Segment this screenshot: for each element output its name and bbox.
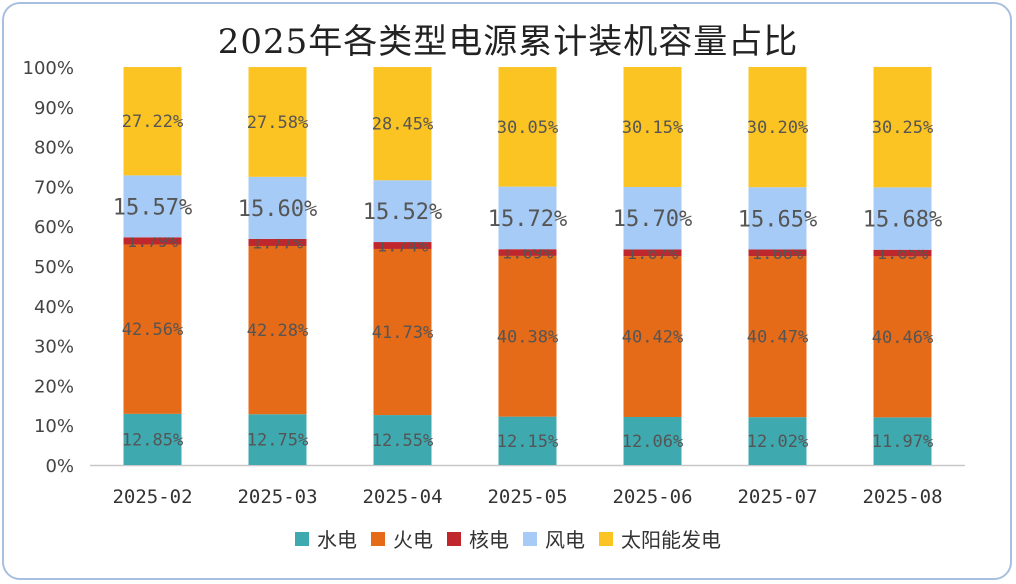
legend-swatch [371,531,385,546]
y-tick-label: 50% [34,257,74,278]
legend-item: 水电 [295,524,357,553]
data-label: 15.57% [113,195,192,220]
data-label: 15.70% [613,207,692,232]
bar-segment [248,245,307,415]
legend-label: 水电 [317,528,357,552]
data-label: 15.68% [863,208,942,233]
bar-segment [373,415,432,465]
x-tick-label: 2025-05 [487,486,567,508]
legend-item: 太阳能发电 [599,524,721,553]
bar-segment [623,186,682,250]
bar-segment [248,414,307,465]
bar-segment [248,238,307,246]
data-label: 40.38% [497,327,558,347]
bar-segment [748,256,807,418]
legend-item: 核电 [447,524,509,553]
bar-segment [623,256,682,418]
bar-segment [498,416,557,465]
bar-segment [123,175,182,238]
data-label: 42.28% [247,321,308,341]
bar-segment [498,67,557,187]
bar-segment [373,180,432,243]
bar-segment [748,67,807,188]
bar-segment [623,249,682,257]
data-label: 42.56% [122,320,183,340]
bar-segment [748,187,807,250]
y-tick-label: 90% [34,98,74,119]
bar-segment [498,186,557,250]
legend-label: 太阳能发电 [621,528,721,552]
y-tick-label: 80% [34,138,74,159]
x-tick-label: 2025-06 [612,486,692,508]
y-tick-label: 40% [34,297,74,318]
legend-label: 火电 [393,528,433,552]
data-label: 15.65% [738,207,817,232]
y-tick-label: 60% [34,217,74,238]
data-label: 28.45% [372,115,433,135]
data-label: 15.52% [363,200,442,225]
y-tick-label: 20% [34,376,74,397]
legend-item: 风电 [523,524,585,553]
data-label: 12.55% [372,431,433,451]
data-label: 30.25% [872,118,933,138]
y-tick-label: 70% [34,177,74,198]
bar-segment [873,256,932,418]
bar-segment [123,67,182,176]
bar-segment [248,176,307,239]
legend-swatch [295,531,309,546]
x-tick-label: 2025-04 [362,486,442,508]
x-tick-label: 2025-08 [862,486,942,508]
bar-segment [498,255,557,417]
legend-label: 风电 [545,528,585,552]
data-label: 40.47% [747,328,808,348]
data-label: 30.05% [497,118,558,138]
bar-segment [873,249,932,257]
bar-segment [748,249,807,257]
data-label: 12.06% [622,432,683,452]
bar-segment [873,66,932,188]
bar-segment [748,417,807,465]
data-label: 30.20% [747,118,808,138]
data-label: 12.85% [122,430,183,450]
legend-label: 核电 [469,528,509,552]
bar-segment [123,237,182,245]
data-label: 15.60% [238,197,317,222]
data-label: 15.72% [488,207,567,232]
y-tick-label: 30% [34,337,74,358]
bar-segment [498,249,557,256]
bar-segment [623,67,682,187]
legend-swatch [599,531,613,546]
bar-segment [248,67,307,177]
bar-segment [123,413,182,465]
bar-segment [873,417,932,465]
chart-title: 2025年各类型电源累计装机容量占比 [217,22,799,62]
data-label: 40.42% [622,328,683,348]
legend-item: 火电 [371,524,433,553]
bar-segment [373,248,432,416]
data-label: 41.73% [372,323,433,343]
data-label: 12.75% [247,431,308,451]
data-label: 11.97% [872,432,933,452]
y-tick-label: 100% [23,58,74,79]
legend-swatch [523,531,537,546]
bar-segment [373,67,432,181]
data-label: 27.58% [247,113,308,133]
y-tick-label: 10% [34,416,74,437]
x-tick-label: 2025-03 [237,486,317,508]
data-label: 12.15% [497,432,558,452]
legend-swatch [447,531,461,546]
x-tick-label: 2025-07 [737,486,817,508]
data-label: 30.15% [622,118,683,138]
bar-segment [123,244,182,414]
y-tick-label: 0% [45,456,74,477]
bar-segment [873,187,932,250]
bar-segment [373,242,432,249]
data-label: 12.02% [747,432,808,452]
data-label: 40.46% [872,328,933,348]
data-label: 27.22% [122,112,183,132]
chart-legend: 水电 火电 核电 风电 太阳能发电 [0,524,1016,553]
bar-segment [623,417,682,465]
x-tick-label: 2025-02 [112,486,192,508]
